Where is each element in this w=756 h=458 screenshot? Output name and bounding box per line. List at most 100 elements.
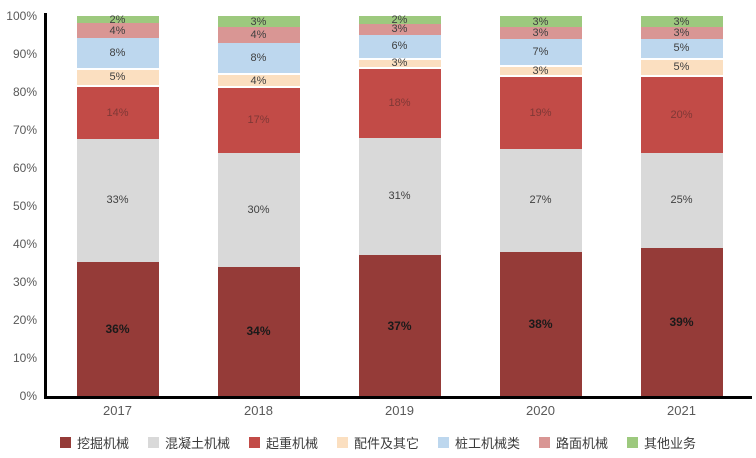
bar-segment: 2% bbox=[76, 13, 159, 26]
bar-segment: 3% bbox=[358, 23, 441, 36]
bar-2021: 3% 3% 5% 5% 20% 25% 39% bbox=[640, 15, 723, 396]
segment-data-label: 31% bbox=[388, 190, 411, 203]
bar-segment: 4% bbox=[217, 27, 300, 43]
bar-segment: 5% bbox=[640, 57, 723, 77]
y-axis-tick-label: 80% bbox=[12, 85, 37, 99]
segment-data-label: 17% bbox=[247, 114, 270, 127]
x-axis-tick-label: 2021 bbox=[667, 403, 696, 418]
y-axis-tick-label: 20% bbox=[12, 313, 37, 327]
legend-swatch-icon bbox=[438, 436, 449, 448]
legend-label: 混凝土机械 bbox=[164, 435, 230, 451]
y-axis-tick-label: 100% bbox=[6, 9, 37, 23]
bar-segment: 4% bbox=[76, 23, 159, 39]
segment-data-label: 18% bbox=[388, 97, 411, 110]
segment-data-label: 7% bbox=[532, 46, 549, 59]
segment-data-label: 37% bbox=[387, 318, 412, 333]
bar-2019: 2% 3% 6% 3% 18% 31% 37% bbox=[358, 13, 441, 396]
bar-segment: 3% bbox=[499, 16, 582, 28]
legend-swatch-icon bbox=[248, 436, 260, 448]
bar-segment: 3% bbox=[358, 57, 441, 70]
legend-label: 挖掘机械 bbox=[76, 435, 129, 451]
legend-label: 路面机械 bbox=[556, 435, 609, 451]
segment-data-label: 38% bbox=[528, 316, 553, 331]
segment-data-label: 34% bbox=[246, 324, 271, 339]
segment-data-label: 2% bbox=[109, 13, 126, 26]
bar-slot-2019: 2% 3% 6% 3% 18% 31% 37% bbox=[329, 13, 470, 396]
bar-segment: 3% bbox=[640, 27, 723, 40]
segment-data-label: 5% bbox=[109, 71, 126, 84]
segment-data-label: 3% bbox=[391, 57, 408, 70]
bar-segment: 17% bbox=[217, 88, 300, 153]
segment-data-label: 20% bbox=[670, 108, 693, 121]
bar-segment: 27% bbox=[499, 148, 582, 252]
segment-data-label: 3% bbox=[673, 15, 690, 28]
x-axis-tick-label: 2017 bbox=[103, 403, 132, 418]
segment-data-label: 3% bbox=[532, 27, 549, 40]
segment-data-label: 36% bbox=[105, 321, 130, 336]
bar-segment: 7% bbox=[499, 38, 582, 66]
y-axis-tick-label: 30% bbox=[12, 275, 37, 289]
bars-container: 2% 4% 8% 5% 14% 33% 36% 3% 4% 8% 4% 17% 30% 34% 2% 3% 6%… bbox=[47, 13, 752, 396]
legend-item: 其他业务 bbox=[627, 433, 696, 452]
y-axis-tick-label: 50% bbox=[12, 199, 37, 213]
segment-data-label: 30% bbox=[247, 203, 270, 216]
legend-item: 配件及其它 bbox=[336, 433, 419, 452]
bar-segment: 18% bbox=[358, 69, 441, 138]
segment-data-label: 25% bbox=[670, 194, 693, 207]
y-axis-tick-label: 60% bbox=[12, 161, 37, 175]
segment-data-label: 8% bbox=[250, 51, 267, 64]
segment-data-label: 8% bbox=[109, 47, 126, 60]
segment-data-label: 33% bbox=[106, 194, 129, 207]
bar-segment: 5% bbox=[76, 68, 159, 87]
bar-segment: 3% bbox=[499, 27, 582, 40]
segment-data-label: 2% bbox=[391, 13, 408, 26]
legend-swatch-icon bbox=[59, 436, 71, 448]
bar-segment: 34% bbox=[217, 266, 300, 396]
bar-segment: 39% bbox=[640, 247, 723, 396]
bar-slot-2020: 3% 3% 7% 3% 19% 27% 38% bbox=[470, 16, 611, 396]
bar-segment: 3% bbox=[217, 15, 300, 28]
legend-item: 桩工机械类 bbox=[438, 433, 520, 452]
segment-data-label: 14% bbox=[106, 106, 129, 119]
y-axis-tick-label: 90% bbox=[12, 47, 37, 61]
segment-data-label: 4% bbox=[109, 24, 126, 37]
legend: 挖掘机械 混凝土机械 起重机械 配件及其它 桩工机械类 路面机械 其他业务 bbox=[0, 430, 756, 454]
x-axis-tick-label: 2020 bbox=[526, 403, 555, 418]
bar-segment: 30% bbox=[217, 152, 300, 267]
segment-data-label: 3% bbox=[673, 27, 690, 40]
legend-label: 配件及其它 bbox=[353, 435, 419, 451]
segment-data-label: 3% bbox=[250, 15, 267, 28]
legend-swatch-icon bbox=[539, 436, 551, 448]
bar-segment: 3% bbox=[640, 15, 723, 28]
bar-segment: 38% bbox=[499, 251, 582, 396]
bar-segment: 4% bbox=[217, 72, 300, 89]
bar-2020: 3% 3% 7% 3% 19% 27% 38% bbox=[499, 16, 582, 396]
y-axis-tick-label: 70% bbox=[12, 123, 37, 137]
legend-item: 路面机械 bbox=[539, 433, 608, 452]
x-axis-line bbox=[44, 396, 752, 399]
segment-data-label: 39% bbox=[669, 314, 694, 329]
plot-area: 0% 10% 20% 30% 40% 50% 60% 70% 80% 90% 100% 2% 4% 8%… bbox=[0, 0, 752, 430]
bar-segment: 31% bbox=[358, 137, 441, 256]
bar-segment: 6% bbox=[358, 34, 441, 58]
legend-label: 起重机械 bbox=[265, 435, 318, 451]
legend-item: 挖掘机械 bbox=[59, 433, 129, 452]
segment-data-label: 5% bbox=[673, 42, 690, 55]
segment-data-label: 4% bbox=[250, 74, 267, 87]
bar-segment: 8% bbox=[217, 42, 300, 73]
bar-segment: 37% bbox=[358, 255, 441, 396]
legend-swatch-icon bbox=[627, 436, 639, 448]
segment-data-label: 27% bbox=[529, 194, 552, 207]
y-axis-labels: 0% 10% 20% 30% 40% 50% 60% 70% 80% 90% 100% bbox=[0, 0, 40, 430]
segment-data-label: 19% bbox=[529, 106, 552, 119]
segment-data-label: 3% bbox=[391, 23, 408, 36]
segment-data-label: 4% bbox=[250, 28, 267, 41]
segment-data-label: 6% bbox=[391, 40, 408, 53]
bar-segment: 19% bbox=[499, 76, 582, 149]
legend-item: 起重机械 bbox=[248, 433, 318, 452]
y-axis-tick-label: 40% bbox=[12, 237, 37, 251]
legend-swatch-icon bbox=[336, 436, 348, 448]
bar-slot-2017: 2% 4% 8% 5% 14% 33% 36% bbox=[47, 13, 188, 396]
legend-label: 桩工机械类 bbox=[455, 435, 521, 451]
